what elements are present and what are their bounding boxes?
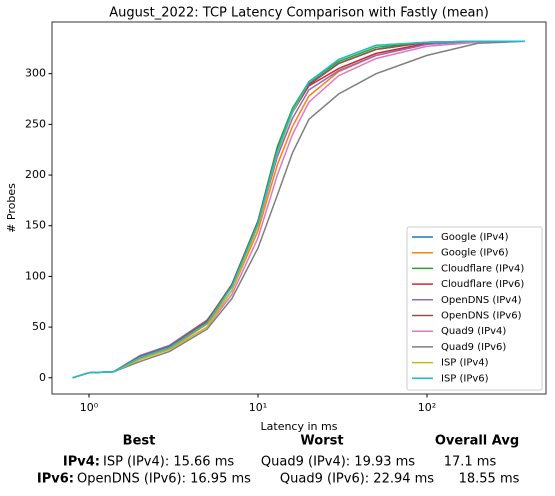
y-axis-label: # Probes	[5, 183, 18, 233]
row-label: IPv4:	[63, 455, 100, 470]
worst-value: Quad9 (IPv4): 19.93 ms	[261, 455, 415, 470]
summary-header: Worst	[300, 434, 343, 449]
legend-label: ISP (IPv4)	[441, 358, 489, 369]
legend-label: Quad9 (IPv4)	[441, 326, 506, 337]
legend-label: ISP (IPv6)	[441, 373, 489, 384]
x-axis-label: Latency in ms	[261, 420, 338, 433]
best-value: OpenDNS (IPv6): 16.95 ms	[77, 472, 251, 487]
plot-frame	[51, 21, 547, 395]
legend-box	[406, 226, 543, 391]
worst-value: Quad9 (IPv6): 22.94 ms	[280, 472, 434, 487]
y-tick-label: 300	[25, 67, 46, 80]
legend-label: OpenDNS (IPv6)	[441, 311, 522, 322]
legend-label: Google (IPv6)	[441, 248, 509, 259]
row-label: IPv6:	[37, 472, 74, 487]
legend-label: OpenDNS (IPv4)	[441, 295, 522, 306]
y-tick-label: 0	[39, 371, 46, 384]
y-tick-label: 250	[25, 117, 46, 130]
x-tick-label: 10⁰	[80, 401, 99, 414]
x-tick-label: 10¹	[249, 401, 267, 414]
y-tick-label: 200	[25, 168, 46, 181]
legend-label: Google (IPv4)	[441, 232, 509, 243]
x-tick-label: 10²	[418, 401, 436, 414]
legend-label: Quad9 (IPv6)	[441, 342, 506, 353]
summary-header: Best	[123, 434, 156, 449]
summary-header: Overall Avg	[435, 434, 519, 449]
series-line	[72, 40, 525, 379]
legend-label: Cloudflare (IPv6)	[441, 279, 524, 290]
series-line	[72, 40, 526, 379]
y-tick-label: 100	[25, 269, 46, 282]
y-tick-label: 150	[25, 219, 46, 232]
chart-title: August_2022: TCP Latency Comparison with…	[109, 6, 489, 21]
legend-label: Cloudflare (IPv4)	[441, 263, 524, 274]
y-tick-label: 50	[32, 320, 46, 333]
avg-value: 18.55 ms	[459, 472, 520, 487]
best-value: ISP (IPv4): 15.66 ms	[103, 455, 234, 470]
avg-value: 17.1 ms	[444, 455, 497, 470]
